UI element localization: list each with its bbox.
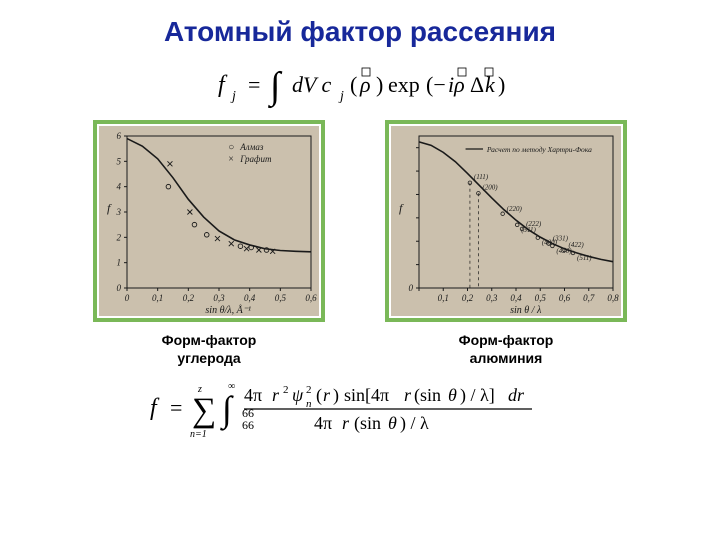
svg-text:0: 0 (117, 283, 122, 293)
svg-text:0: 0 (125, 293, 130, 303)
svg-text:θ: θ (448, 385, 457, 405)
svg-text:0,3: 0,3 (486, 293, 498, 303)
svg-text:) / λ]: ) / λ] (460, 385, 495, 406)
svg-text:0,3: 0,3 (213, 293, 225, 303)
svg-text:(511): (511) (577, 254, 592, 262)
svg-text:(: ( (350, 72, 357, 97)
svg-text:2: 2 (117, 232, 122, 242)
carbon-chart-frame: 012345600,10,20,30,40,50,6sin θ/λ, Å⁻¹f○… (93, 120, 325, 322)
aluminium-caption: Форм-фактор алюминия (459, 332, 554, 367)
svg-text:): ) (333, 385, 339, 406)
equation-bottom: f = ∑ n=1 z ∫ ∞ 4π r 2 ψ n 2 ( r ) sin[4… (0, 377, 720, 447)
svg-text:×: × (228, 154, 234, 165)
svg-text:(111): (111) (474, 173, 489, 181)
svg-text:0: 0 (409, 283, 414, 293)
svg-text:6: 6 (117, 131, 122, 141)
aluminium-chart-frame: 00,10,20,30,40,50,60,70,8sin θ / λfРасче… (385, 120, 627, 322)
svg-text:): ) (376, 72, 383, 97)
equation-top: f j = ∫ dV c j ( ρ ) exp (− iρ Δ k ) (0, 60, 720, 112)
aluminium-caption-line2: алюминия (470, 350, 543, 366)
svg-text:r: r (323, 385, 331, 405)
svg-text:r: r (272, 385, 280, 405)
eq-integrand: dV c (292, 72, 332, 97)
svg-text:0,6: 0,6 (559, 293, 571, 303)
svg-text:0,5: 0,5 (275, 293, 287, 303)
svg-text:) / λ: ) / λ (400, 413, 429, 434)
svg-text:n=1: n=1 (190, 429, 207, 440)
svg-text:r: r (342, 413, 350, 433)
svg-text:sin θ/λ, Å⁻¹: sin θ/λ, Å⁻¹ (205, 304, 251, 316)
svg-text:0,6: 0,6 (305, 293, 317, 303)
svg-text:0,2: 0,2 (462, 293, 474, 303)
svg-text:): ) (498, 72, 505, 97)
svg-text:0,4: 0,4 (510, 293, 522, 303)
carbon-caption: Форм-фактор углерода (162, 332, 257, 367)
aluminium-caption-line1: Форм-фактор (459, 332, 554, 348)
svg-text:(sin: (sin (354, 413, 381, 434)
svg-text:(222): (222) (526, 220, 542, 228)
carbon-caption-line2: углерода (177, 350, 240, 366)
aluminium-chart: 00,10,20,30,40,50,60,70,8sin θ / λfРасче… (391, 126, 621, 316)
eq-lhs: f (218, 72, 228, 98)
svg-text:3: 3 (116, 207, 122, 217)
carbon-caption-line1: Форм-фактор (162, 332, 257, 348)
svg-text:sin[4π: sin[4π (344, 385, 389, 405)
svg-text:(422): (422) (569, 241, 585, 249)
charts-row: 012345600,10,20,30,40,50,6sin θ/λ, Å⁻¹f○… (0, 120, 720, 367)
svg-text:(: ( (316, 385, 322, 406)
carbon-chart: 012345600,10,20,30,40,50,6sin θ/λ, Å⁻¹f○… (99, 126, 319, 316)
svg-text:0,5: 0,5 (535, 293, 547, 303)
svg-text:4: 4 (117, 182, 122, 192)
svg-text:∫: ∫ (220, 389, 234, 431)
svg-text:z: z (197, 384, 202, 395)
svg-text:1: 1 (117, 258, 122, 268)
svg-text:5: 5 (117, 156, 122, 166)
svg-text:0,4: 0,4 (244, 293, 256, 303)
svg-text:n: n (306, 398, 312, 410)
svg-text:=: = (170, 395, 182, 420)
svg-text:∫: ∫ (268, 65, 283, 109)
svg-text:0,1: 0,1 (152, 293, 163, 303)
svg-text:Алмаз: Алмаз (239, 142, 264, 152)
svg-text:dr: dr (508, 385, 525, 405)
svg-text:4π: 4π (314, 413, 332, 433)
svg-text:=: = (248, 72, 260, 97)
svg-text:r: r (404, 385, 412, 405)
eq-lhs-sub: j (230, 89, 236, 104)
svg-text:Графит: Графит (239, 154, 272, 164)
svg-text:(331): (331) (553, 235, 569, 243)
svg-text:2: 2 (306, 384, 312, 396)
svg-text:4π: 4π (244, 385, 262, 405)
slide: Атомный фактор рассеяния f j = ∫ dV c j … (0, 0, 720, 540)
svg-text:exp: exp (388, 72, 420, 97)
equation-bottom-svg: f = ∑ n=1 z ∫ ∞ 4π r 2 ψ n 2 ( r ) sin[4… (140, 377, 580, 441)
svg-text:sin θ / λ: sin θ / λ (510, 305, 542, 316)
svg-text:(220): (220) (507, 205, 523, 213)
svg-text:Расчет по методу Хартри-Фока: Расчет по методу Хартри-Фока (486, 145, 592, 154)
svg-text:∑: ∑ (192, 392, 216, 429)
svg-text:(sin: (sin (414, 385, 441, 406)
aluminium-chart-wrap: 00,10,20,30,40,50,60,70,8sin θ / λfРасче… (385, 120, 627, 367)
svg-text:Δ: Δ (470, 72, 484, 97)
svg-text:0,1: 0,1 (438, 293, 449, 303)
slide-title: Атомный фактор рассеяния (0, 0, 720, 48)
svg-text:j: j (338, 89, 344, 104)
svg-text:(−: (− (426, 72, 446, 97)
svg-text:∞: ∞ (228, 381, 235, 392)
svg-text:○: ○ (228, 142, 234, 153)
svg-text:2: 2 (283, 384, 289, 396)
svg-text:θ: θ (388, 413, 397, 433)
svg-text:0,2: 0,2 (183, 293, 195, 303)
svg-text:0,7: 0,7 (583, 293, 595, 303)
carbon-chart-wrap: 012345600,10,20,30,40,50,6sin θ/λ, Å⁻¹f○… (93, 120, 325, 367)
svg-text:ψ: ψ (292, 385, 304, 405)
overlay-sixes: 66 66 (242, 407, 254, 431)
equation-top-svg: f j = ∫ dV c j ( ρ ) exp (− iρ Δ k ) (200, 60, 520, 110)
svg-text:0,8: 0,8 (607, 293, 619, 303)
svg-text:(200): (200) (482, 183, 498, 191)
svg-text:f: f (150, 395, 160, 421)
